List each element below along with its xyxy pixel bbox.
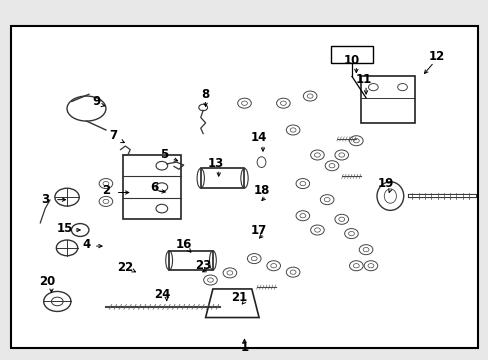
Text: 5: 5: [160, 148, 168, 162]
Text: 8: 8: [201, 88, 209, 101]
Text: 19: 19: [377, 177, 393, 190]
Bar: [201, 168, 244, 188]
Text: 15: 15: [56, 222, 73, 235]
Text: 24: 24: [153, 288, 170, 301]
Text: 7: 7: [109, 129, 117, 142]
Bar: [169, 251, 212, 270]
Text: 20: 20: [40, 275, 56, 288]
Text: 4: 4: [82, 238, 90, 251]
Text: 14: 14: [250, 131, 267, 144]
Text: 9: 9: [92, 95, 100, 108]
Text: 16: 16: [175, 238, 191, 251]
Text: 10: 10: [343, 54, 359, 67]
Text: 3: 3: [41, 193, 49, 206]
Text: 6: 6: [150, 181, 158, 194]
Text: 12: 12: [427, 50, 444, 63]
Text: 13: 13: [207, 157, 223, 170]
Bar: [330, 46, 372, 63]
Text: 21: 21: [231, 291, 247, 305]
Text: 17: 17: [250, 224, 266, 237]
Text: 23: 23: [195, 259, 211, 272]
Text: 1: 1: [240, 341, 248, 354]
Text: 2: 2: [102, 184, 110, 197]
Text: 11: 11: [355, 73, 371, 86]
Text: 18: 18: [253, 184, 269, 197]
Text: 22: 22: [117, 261, 133, 274]
